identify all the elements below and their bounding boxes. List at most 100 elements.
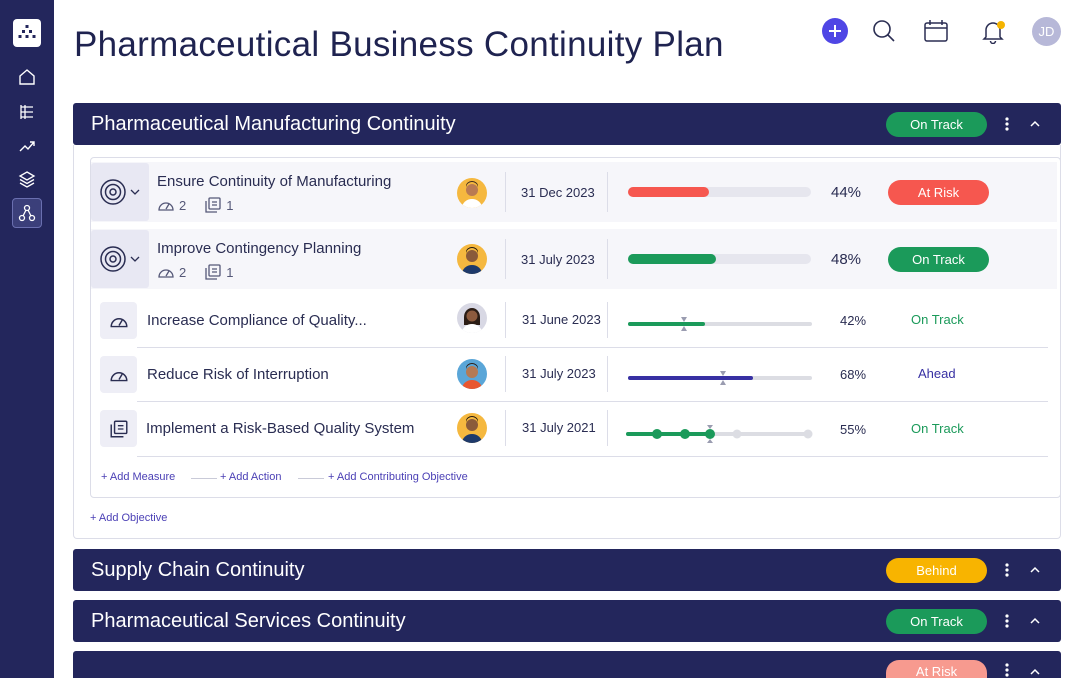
collapse-button[interactable]	[1028, 665, 1042, 679]
chevron-up-icon	[1030, 566, 1040, 573]
due-date: 31 July 2023	[522, 366, 596, 381]
objective-toggle[interactable]	[91, 163, 149, 221]
plus-circle-icon	[822, 18, 848, 44]
list-tree-icon	[20, 105, 33, 119]
sidebar-item-hierarchy[interactable]	[12, 198, 42, 228]
logo-icon	[18, 25, 36, 38]
owner-avatar[interactable]	[457, 303, 487, 333]
page-title: Pharmaceutical Business Continuity Plan	[74, 25, 724, 64]
status-badge: At Risk	[886, 660, 987, 679]
measure-title[interactable]: Reduce Risk of Interruption	[147, 366, 329, 383]
section-header[interactable]: At Risk	[73, 651, 1061, 679]
link-separator	[191, 478, 217, 479]
progress-fill	[628, 376, 754, 380]
measure-icon-box	[100, 302, 137, 339]
measures-count: 2	[179, 264, 187, 280]
add-contributing-objective-link[interactable]: + Add Contributing Objective	[328, 471, 468, 483]
person-photo	[462, 363, 482, 389]
sidebar-item-trends[interactable]	[12, 131, 42, 161]
gauge-icon	[109, 371, 128, 381]
add-action-link[interactable]: + Add Action	[220, 471, 282, 483]
milestone-track	[626, 425, 813, 443]
collapse-button[interactable]	[1028, 117, 1042, 131]
progress-bar	[628, 187, 811, 197]
progress-fill	[628, 322, 706, 326]
divider	[607, 172, 608, 212]
divider	[607, 410, 608, 446]
gauge-icon	[109, 317, 128, 327]
progress-percent: 55%	[840, 422, 867, 437]
owner-avatar[interactable]	[457, 359, 487, 389]
collapse-button[interactable]	[1028, 563, 1042, 577]
progress-percent: 42%	[840, 313, 867, 328]
objective-meta: 2 1	[157, 264, 233, 280]
person-photo	[462, 247, 482, 274]
action-stack-icon	[205, 197, 221, 213]
due-date: 31 July 2021	[522, 420, 596, 435]
collapse-button[interactable]	[1028, 614, 1042, 628]
add-measure-link[interactable]: + Add Measure	[101, 471, 176, 483]
action-icon-box	[100, 410, 137, 447]
objective-meta: 2 1	[157, 197, 233, 213]
action-title[interactable]: Implement a Risk-Based Quality System	[146, 420, 415, 437]
progress-fill	[628, 254, 716, 264]
search-button[interactable]	[869, 16, 899, 46]
app-logo[interactable]	[13, 19, 41, 47]
objective-title[interactable]: Ensure Continuity of Manufacturing	[157, 173, 392, 190]
person-photo	[462, 416, 482, 443]
kebab-icon	[1005, 663, 1009, 677]
status-label: On Track	[911, 312, 964, 327]
actions-count: 1	[226, 264, 234, 280]
gauge-icon	[158, 269, 174, 278]
divider	[607, 356, 608, 392]
more-options-button[interactable]	[1001, 560, 1013, 580]
objective-title[interactable]: Improve Contingency Planning	[157, 240, 362, 257]
hierarchy-icon	[18, 204, 36, 222]
progress-fill	[628, 187, 709, 197]
sidebar-item-home[interactable]	[12, 62, 42, 92]
objective-toggle[interactable]	[91, 230, 149, 288]
calendar-button[interactable]	[921, 16, 951, 46]
divider	[607, 302, 608, 338]
owner-avatar[interactable]	[457, 244, 487, 274]
target-icon	[100, 179, 140, 205]
notification-badge	[997, 21, 1005, 29]
divider	[505, 302, 506, 338]
progress-percent: 44%	[831, 184, 862, 201]
status-badge: Behind	[886, 558, 987, 583]
add-button[interactable]	[820, 16, 850, 46]
calendar-icon	[924, 20, 948, 42]
owner-avatar[interactable]	[457, 178, 487, 208]
more-options-button[interactable]	[1001, 662, 1013, 678]
layers-icon	[18, 171, 36, 188]
status-badge: On Track	[886, 112, 987, 137]
measures-count: 2	[179, 197, 187, 213]
section-header[interactable]: Supply Chain Continuity Behind	[73, 549, 1061, 591]
section-title: Pharmaceutical Services Continuity	[91, 610, 406, 632]
more-options-button[interactable]	[1001, 611, 1013, 631]
target-marker-icon	[681, 317, 687, 331]
section-header[interactable]: Pharmaceutical Manufacturing Continuity …	[73, 103, 1061, 145]
owner-avatar[interactable]	[457, 413, 487, 443]
due-date: 31 Dec 2023	[521, 185, 595, 200]
notifications-button[interactable]	[978, 16, 1008, 46]
kebab-icon	[1005, 614, 1009, 628]
progress-bar	[628, 376, 812, 380]
home-icon	[19, 69, 35, 85]
more-options-button[interactable]	[1001, 114, 1013, 134]
sidebar-item-list[interactable]	[12, 97, 42, 127]
add-objective-link[interactable]: + Add Objective	[90, 512, 168, 524]
divider	[505, 172, 506, 212]
measure-title[interactable]: Increase Compliance of Quality...	[147, 312, 367, 329]
divider	[607, 239, 608, 279]
action-stack-icon	[205, 264, 221, 280]
user-avatar[interactable]: JD	[1032, 17, 1061, 46]
bell-icon	[982, 22, 1004, 44]
sidebar-item-layers[interactable]	[12, 164, 42, 194]
progress-bar	[628, 254, 811, 264]
objectives-container	[90, 157, 1061, 498]
target-icon	[100, 246, 140, 272]
section-header[interactable]: Pharmaceutical Services Continuity On Tr…	[73, 600, 1061, 642]
due-date: 31 July 2023	[521, 252, 595, 267]
row-divider	[137, 401, 1048, 402]
